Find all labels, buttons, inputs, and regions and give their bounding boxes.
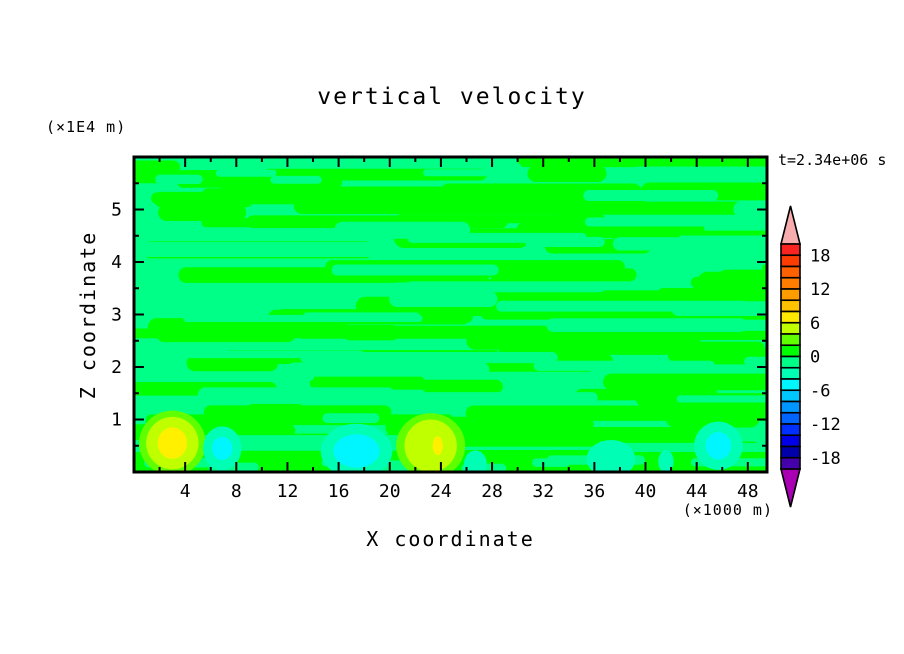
colorbar-segment (780, 276, 801, 290)
y-tick-label: 3 (111, 305, 122, 326)
colorbar-segment (780, 411, 801, 425)
colorbar-segment (780, 355, 801, 369)
colorbar-label: 0 (810, 348, 820, 368)
colorbar-segment (780, 434, 801, 448)
colorbar-segment (780, 321, 801, 335)
x-axis-title: X coordinate (366, 527, 535, 551)
colorbar-label: -12 (810, 415, 841, 435)
y-tick-label: 2 (111, 357, 122, 378)
contour-field (134, 157, 767, 472)
x-tick-label: 20 (379, 481, 401, 502)
plot-frame (132, 155, 769, 474)
page-title: vertical velocity (317, 84, 587, 110)
x-tick-label: 40 (635, 481, 657, 502)
x-tick-label: 4 (180, 481, 191, 502)
x-tick-label: 16 (328, 481, 350, 502)
colorbar-label: 12 (810, 280, 830, 300)
time-annotation: t=2.34e+06 s (778, 151, 887, 169)
y-tick-label: 4 (111, 252, 122, 273)
y-axis-units-label: (×1E4 m) (46, 118, 127, 136)
colorbar-below-arrow (779, 468, 802, 508)
colorbar-label: -18 (810, 449, 841, 469)
colorbar-segment (780, 310, 801, 324)
colorbar-above-arrow (779, 205, 802, 245)
colorbar-segment (780, 378, 801, 392)
colorbar-segment (780, 265, 801, 279)
colorbar-segment (780, 400, 801, 414)
colorbar-segment (780, 243, 801, 257)
y-tick-label: 5 (111, 200, 122, 221)
colorbar-segment (780, 288, 801, 302)
x-tick-label: 44 (686, 481, 708, 502)
colorbar-label: 6 (810, 314, 820, 334)
x-tick-label: 28 (481, 481, 503, 502)
y-tick-label: 1 (111, 410, 122, 431)
colorbar-segment (780, 389, 801, 403)
x-tick-label: 24 (430, 481, 452, 502)
colorbar-segment (780, 254, 801, 268)
colorbar-segment (780, 445, 801, 459)
colorbar-segment (780, 299, 801, 313)
x-tick-label: 48 (737, 481, 759, 502)
x-tick-label: 12 (277, 481, 299, 502)
colorbar-segment (780, 456, 801, 470)
colorbar-segment (780, 423, 801, 437)
colorbar-label: -6 (810, 381, 830, 401)
colorbar-label: 18 (810, 246, 830, 266)
colorbar-segment (780, 366, 801, 380)
colorbar-segment (780, 333, 801, 347)
x-tick-label: 32 (532, 481, 554, 502)
y-axis-title: Z coordinate (76, 230, 100, 400)
colorbar-segment (780, 344, 801, 358)
x-tick-label: 36 (584, 481, 606, 502)
x-axis-units-label: (×1000 m) (682, 501, 773, 519)
x-tick-label: 8 (231, 481, 242, 502)
